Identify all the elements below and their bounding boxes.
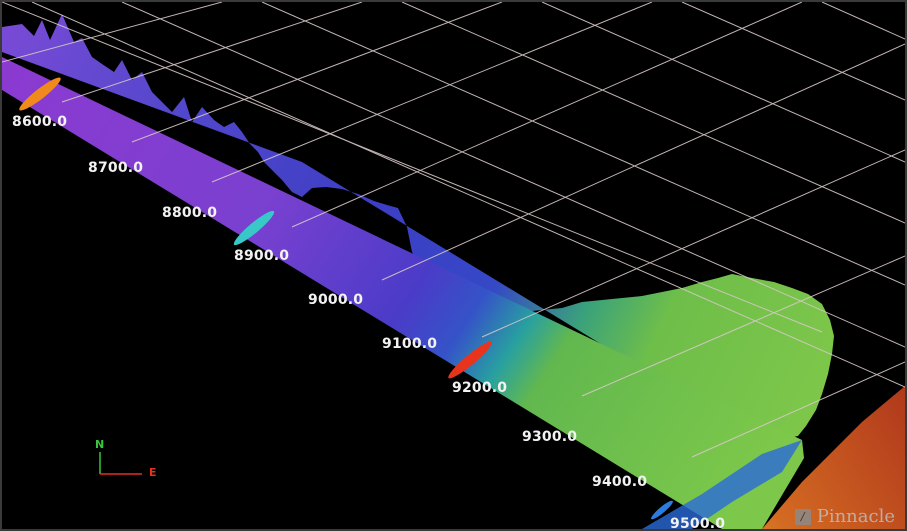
depth-label-9500: 9500.0 [670,516,726,529]
logo-text: Pinnacle [816,506,895,527]
depth-label-9200: 9200.0 [452,380,508,396]
blue-event-marker[interactable] [649,499,674,522]
pinnacle-logo-icon: / [794,508,811,525]
depth-label-9000: 9000.0 [308,292,364,308]
depth-label-9300: 9300.0 [522,429,578,445]
adjacent-section [762,386,905,529]
east-axis-label: E [149,466,157,479]
depth-label-9100: 9100.0 [382,336,438,352]
cyan-event-marker[interactable] [231,207,277,248]
depth-label-8900: 8900.0 [234,248,290,264]
pinnacle-logo: / Pinnacle [794,506,895,527]
axis-indicator [99,452,142,475]
depth-label-8700: 8700.0 [88,160,144,176]
section-edge [642,440,802,529]
well-log-band [2,57,804,529]
orange-event-marker[interactable] [16,74,63,114]
depth-label-9400: 9400.0 [592,474,648,490]
depth-label-8600: 8600.0 [12,114,68,130]
amplitude-fill [2,14,834,442]
reference-grid [2,2,905,458]
depth-label-8800: 8800.0 [162,205,218,221]
north-axis-label: N [95,438,105,451]
red-event-marker[interactable] [445,338,494,382]
